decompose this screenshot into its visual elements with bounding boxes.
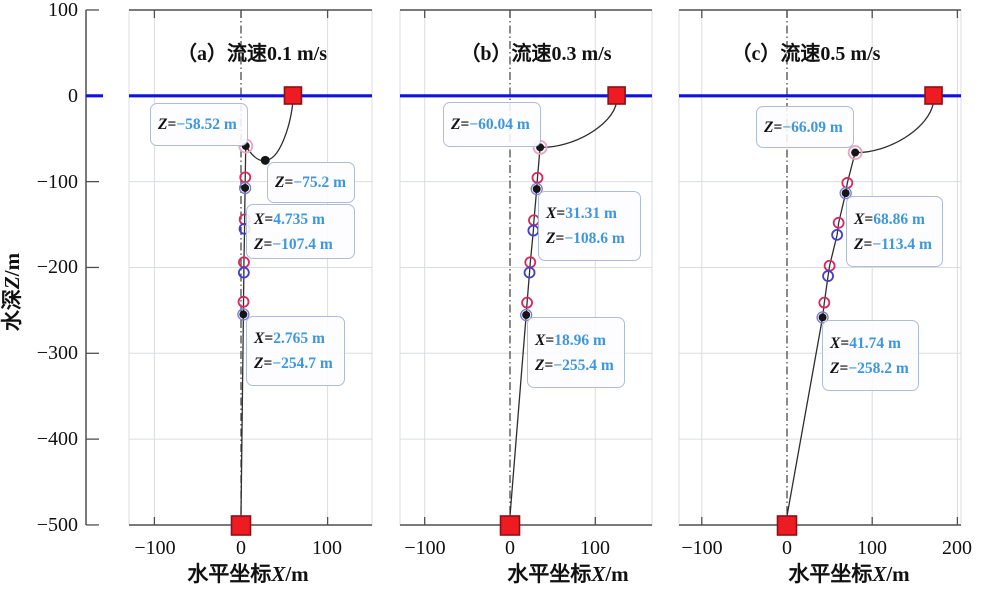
y-tick-label: −400 (36, 428, 78, 450)
x-tick-label: −100 (681, 537, 723, 559)
annotation-lower-b: X=18.96 m Z=−255.4 m (527, 317, 625, 388)
annotation-upper-c: X=68.86 m Z=−113.4 m (846, 196, 943, 267)
x-axis-label-c: 水平坐标X/m (788, 562, 910, 586)
x-tick-label: 0 (236, 537, 246, 559)
cable-a (245, 101, 294, 162)
ship-square (924, 86, 943, 105)
x-axis-label-b: 水平坐标X/m (507, 562, 629, 586)
ship-square (607, 86, 626, 105)
y-tick-label: −200 (36, 256, 78, 278)
annotation-upper-a: X=4.735 m Z=−107.4 m (246, 204, 355, 259)
x-tick-label: 100 (312, 537, 342, 559)
y-tick-label: −100 (36, 171, 78, 193)
x-axis-label-a: 水平坐标X/m (187, 562, 309, 586)
x-tick-label: −100 (134, 537, 176, 559)
annotation-buoy-c: Z=−66.09 m (756, 106, 854, 148)
annotation-buoy-b: Z=−60.04 m (443, 102, 541, 147)
x-tick-label: 100 (857, 537, 887, 559)
annotation-upper-b: X=31.31 m Z=−108.6 m (538, 191, 641, 261)
y-tick-label: 100 (48, 0, 78, 21)
x-tick-label: 0 (782, 537, 792, 559)
x-tick-label: 100 (580, 537, 610, 559)
y-tick-label: −300 (36, 342, 78, 364)
panel-a-title: （a）流速0.1 m/s (177, 43, 327, 65)
annotation-lower-a: X=2.765 m Z=−254.7 m (246, 316, 345, 386)
anchor-square (230, 515, 252, 536)
ship-square (283, 86, 303, 105)
panel-b-title: （b）流速0.3 m/s (460, 43, 612, 65)
annotation-dip-a: Z=−75.2 m (267, 162, 355, 203)
y-tick-label: −500 (36, 514, 78, 536)
y-tick-label: 0 (68, 85, 78, 107)
x-tick-label: −100 (404, 537, 446, 559)
anchor-square (499, 515, 521, 536)
x-tick-label: 200 (942, 537, 972, 559)
annotation-lower-c: X=41.74 m Z=−258.2 m (822, 320, 919, 391)
panel-c-title: （c）流速0.5 m/s (731, 43, 881, 65)
annotation-buoy-a: Z=−58.52 m (150, 103, 248, 146)
x-tick-label: 0 (505, 537, 515, 559)
anchor-square (776, 515, 798, 536)
